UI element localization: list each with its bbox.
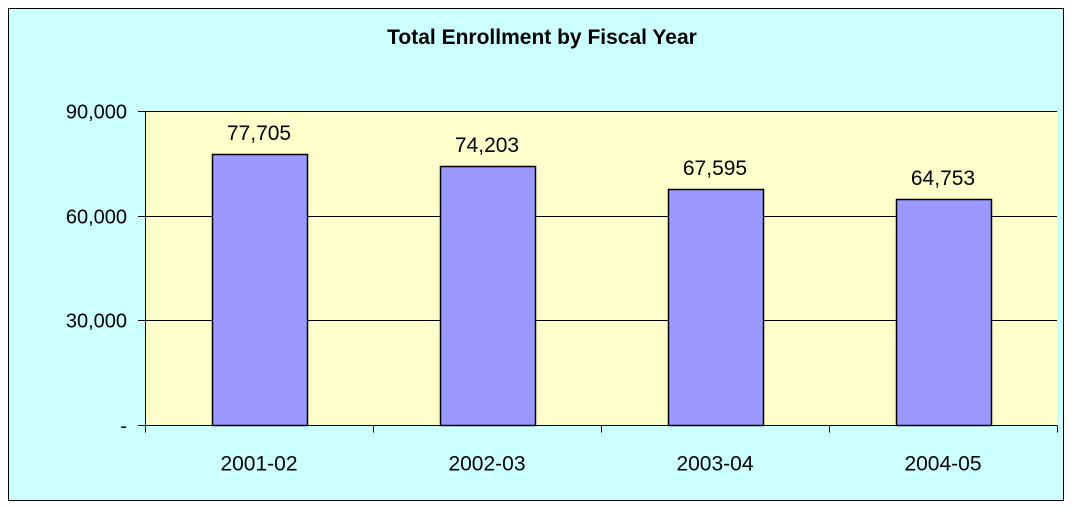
y-tick-label: 90,000 xyxy=(66,102,127,124)
labels: - 30,000 60,000 90,000 77,705 2001-02 74,203 20… xyxy=(66,102,982,476)
bar xyxy=(895,198,993,427)
axes xyxy=(138,111,1058,433)
bar xyxy=(211,153,309,427)
chart-title: Total Enrollment by Fiscal Year xyxy=(387,26,697,49)
x-tick-label: 2002-03 xyxy=(448,453,525,476)
data-label: 77,705 xyxy=(227,122,291,145)
bars xyxy=(211,153,993,427)
y-tick-label: 30,000 xyxy=(66,311,127,333)
x-tick-label: 2001-02 xyxy=(220,453,297,476)
data-label: 64,753 xyxy=(911,167,975,190)
data-label: 74,203 xyxy=(455,134,519,157)
x-tick-label: 2004-05 xyxy=(904,453,981,476)
y-tick-label: 60,000 xyxy=(66,207,127,229)
bar xyxy=(667,188,765,427)
x-tick-label: 2003-04 xyxy=(676,453,753,476)
y-tick-label: - xyxy=(120,416,127,438)
data-label: 67,595 xyxy=(683,157,747,180)
bar xyxy=(439,165,537,427)
